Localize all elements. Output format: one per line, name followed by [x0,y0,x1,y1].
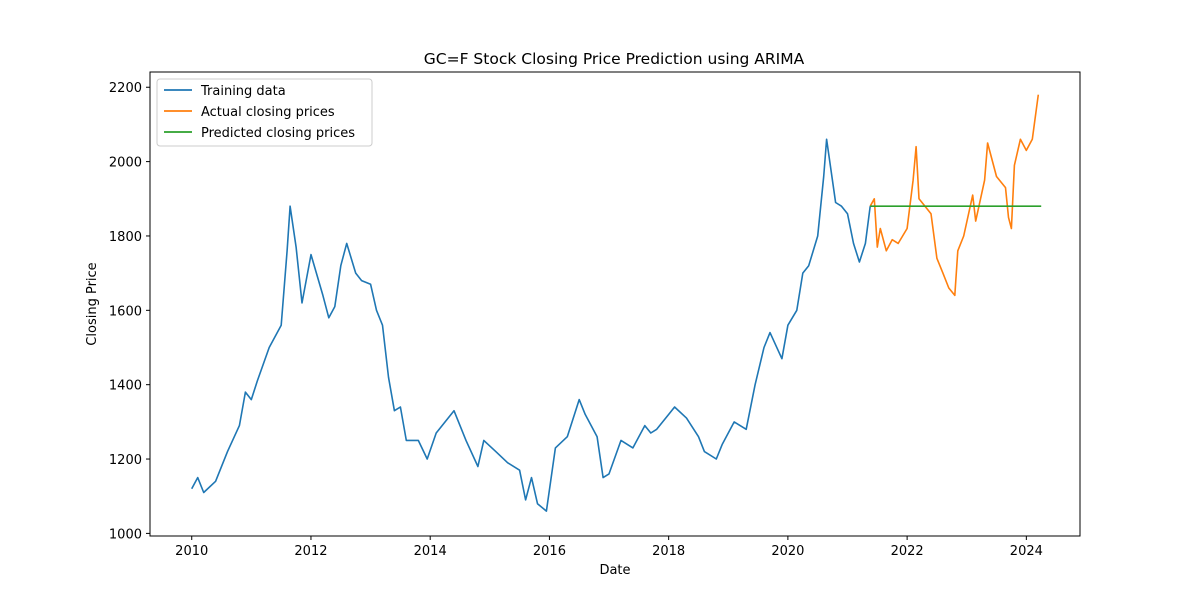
legend-label-training: Training data [200,84,286,99]
y-tick-label: 1800 [109,230,142,245]
x-tick-label: 2024 [1010,544,1043,559]
legend: Training data Actual closing prices Pred… [156,78,373,147]
x-tick-label: 2012 [294,544,327,559]
y-tick-label: 2000 [109,156,142,171]
legend-box [156,78,373,147]
y-axis: 1000 1200 1400 1600 1800 2000 2200 [109,81,150,542]
chart-title: GC=F Stock Closing Price Prediction usin… [424,50,805,68]
x-tick-label: 2016 [533,544,566,559]
x-axis: 2010 2012 2014 2016 2018 2020 2022 2024 [175,536,1043,559]
y-tick-label: 1000 [109,527,142,542]
x-tick-label: 2022 [891,544,924,559]
x-tick-label: 2014 [414,544,447,559]
y-tick-label: 1200 [109,453,142,468]
legend-label-actual: Actual closing prices [201,105,335,120]
y-tick-label: 1400 [109,379,142,394]
series-layer [190,94,1042,512]
series-line-0 [190,138,871,512]
plot-area-frame [149,71,1081,537]
x-tick-label: 2018 [652,544,685,559]
x-axis-title: Date [599,563,630,578]
series-line-1 [869,94,1040,297]
y-tick-label: 2200 [109,81,142,96]
y-axis-title: Closing Price [85,262,100,345]
y-tick-label: 1600 [109,304,142,319]
x-tick-label: 2020 [771,544,804,559]
x-tick-label: 2010 [175,544,208,559]
legend-label-predicted: Predicted closing prices [201,126,355,141]
